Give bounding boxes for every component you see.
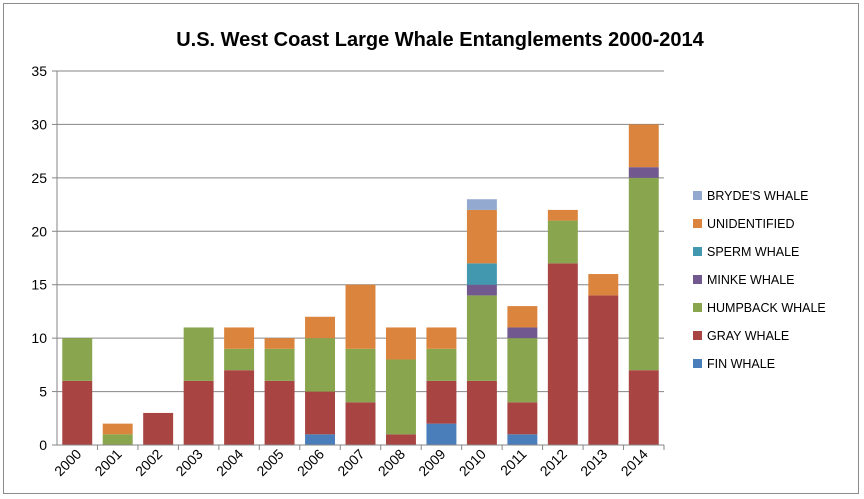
x-tick-label: 2011: [497, 446, 530, 479]
x-tick-label: 2000: [51, 446, 84, 479]
bar-segment-humpback-whale: [62, 338, 93, 381]
bar-segment-minke-whale: [466, 284, 497, 296]
bars: [62, 124, 659, 445]
bar-segment-minke-whale: [628, 167, 659, 178]
x-tick-label: 2002: [132, 446, 165, 479]
legend-swatch: [693, 275, 702, 284]
y-tick-label: 5: [39, 384, 47, 400]
bar-segment-gray-whale: [183, 380, 214, 445]
bar-segment-unidentified: [507, 306, 538, 328]
bar-segment-fin-whale: [507, 434, 538, 445]
bar-segment-unidentified: [102, 423, 133, 435]
legend-label: UNIDENTIFIED: [707, 217, 795, 231]
bar-segment-sperm-whale: [466, 263, 497, 285]
bar-segment-humpback-whale: [385, 359, 416, 435]
bar-segment-humpback-whale: [224, 348, 255, 371]
bar-segment-unidentified: [547, 209, 578, 221]
x-tick-label: 2010: [456, 446, 489, 479]
bar-segment-humpback-whale: [507, 338, 538, 403]
bar-segment-gray-whale: [507, 402, 538, 435]
legend-label: SPERM WHALE: [707, 245, 799, 259]
bar-segment-humpback-whale: [426, 348, 457, 381]
bar-segment-humpback-whale: [305, 338, 336, 392]
bar-segment-gray-whale: [385, 434, 416, 445]
bar-segment-unidentified: [385, 327, 416, 360]
legend: BRYDE'S WHALE UNIDENTIFIED SPERM WHALE MINK…: [693, 189, 826, 371]
bar-segment-gray-whale: [264, 380, 295, 445]
bar-segment-humpback-whale: [183, 327, 214, 381]
bar-segment-minke-whale: [507, 327, 538, 339]
bar-segment-humpback-whale: [547, 220, 578, 264]
bar-segment-gray-whale: [466, 380, 497, 445]
x-axis: 2000 2001 2002 2003 2004 2005 2006 2007 2008 2009…: [51, 444, 665, 479]
bar-segment-unidentified: [628, 124, 659, 168]
legend-swatch: [693, 219, 702, 228]
chart-title: U.S. West Coast Large Whale Entanglement…: [176, 29, 704, 51]
bar-segment-unidentified: [426, 327, 457, 349]
bar-segment-gray-whale: [224, 370, 255, 445]
y-tick-label: 0: [39, 437, 47, 453]
legend-label: BRYDE'S WHALE: [707, 189, 809, 203]
bar-segment-gray-whale: [628, 370, 659, 445]
bar-segment-gray-whale: [62, 380, 93, 445]
bar-segment-bryde-s-whale: [466, 199, 497, 210]
bar-segment-unidentified: [224, 327, 255, 349]
bar-segment-humpback-whale: [628, 177, 659, 371]
x-tick-label: 2006: [294, 446, 327, 479]
x-tick-label: 2012: [537, 446, 570, 479]
bar-segment-unidentified: [305, 316, 336, 339]
legend-swatch: [693, 247, 702, 256]
x-tick-label: 2003: [172, 446, 205, 479]
y-tick-label: 30: [31, 116, 47, 132]
bar-segment-unidentified: [264, 338, 295, 349]
bar-segment-humpback-whale: [466, 295, 497, 381]
x-tick-label: 2009: [415, 446, 448, 479]
legend-swatch: [693, 191, 702, 200]
bar-segment-unidentified: [345, 284, 376, 349]
y-tick-label: 15: [31, 277, 47, 293]
y-tick-label: 10: [31, 330, 47, 346]
x-tick-label: 2008: [375, 446, 408, 479]
bar-segment-gray-whale: [426, 380, 457, 424]
x-tick-label: 2013: [577, 446, 610, 479]
legend-label: GRAY WHALE: [707, 329, 789, 343]
bar-segment-gray-whale: [588, 295, 619, 445]
bar-segment-humpback-whale: [264, 348, 295, 381]
x-tick-label: 2005: [253, 446, 286, 479]
legend-label: FIN WHALE: [707, 357, 775, 371]
y-axis: 0 5 10 15 20 25 30 35: [31, 63, 58, 453]
bar-segment-humpback-whale: [345, 348, 376, 403]
bar-segment-unidentified: [466, 209, 497, 264]
bar-segment-gray-whale: [547, 263, 578, 445]
legend-swatch: [693, 331, 702, 340]
bar-segment-gray-whale: [143, 412, 174, 445]
bar-segment-fin-whale: [305, 434, 336, 445]
y-tick-label: 25: [31, 170, 47, 186]
x-tick-label: 2001: [91, 446, 124, 479]
bar-segment-gray-whale: [345, 402, 376, 445]
bar-segment-gray-whale: [305, 391, 336, 435]
legend-label: MINKE WHALE: [707, 273, 795, 287]
bar-segment-humpback-whale: [102, 434, 133, 445]
x-tick-label: 2014: [618, 446, 651, 479]
legend-label: HUMPBACK WHALE: [707, 301, 826, 315]
y-tick-label: 20: [31, 223, 47, 239]
y-tick-label: 35: [31, 63, 47, 79]
bar-segment-unidentified: [588, 274, 619, 296]
legend-swatch: [693, 303, 702, 312]
x-tick-label: 2007: [334, 446, 367, 479]
x-tick-label: 2004: [213, 446, 246, 479]
legend-swatch: [693, 359, 702, 368]
bar-segment-fin-whale: [426, 423, 457, 445]
